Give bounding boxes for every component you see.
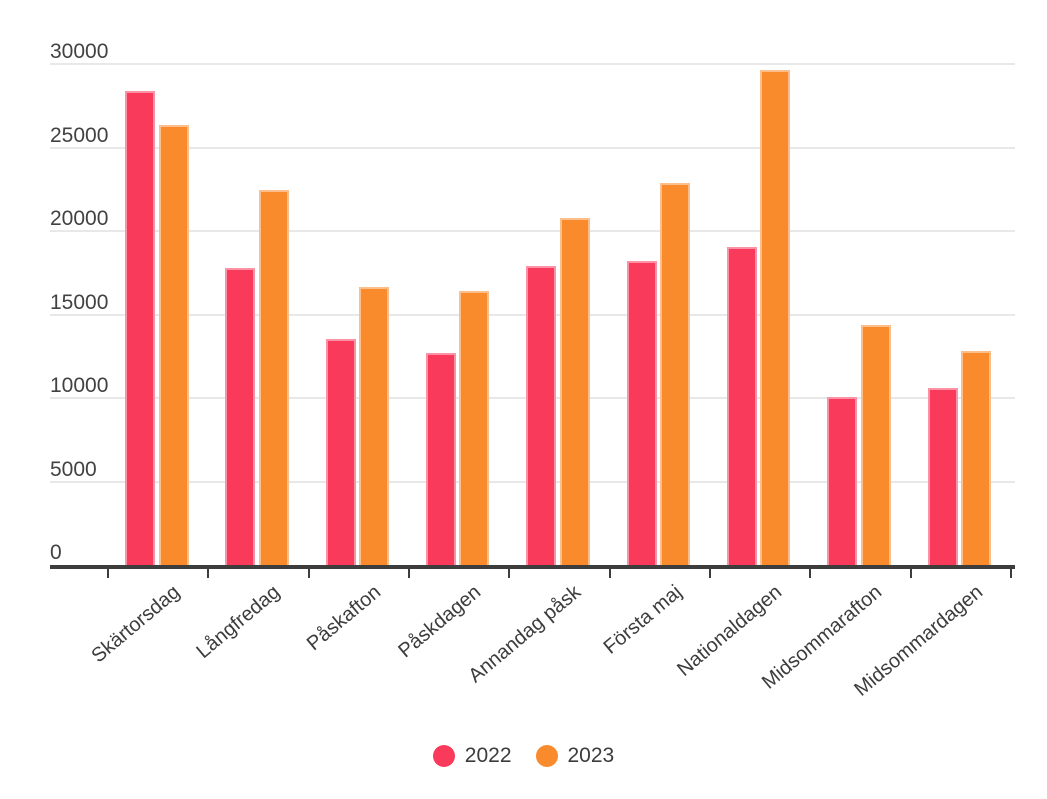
- legend-swatch-2022: [432, 745, 455, 767]
- gridline-20000: [50, 230, 1015, 232]
- x-axis-category-label-annandag-p-sk: Annandag påsk: [464, 581, 586, 688]
- gridline-30000: [50, 63, 1015, 65]
- axis-tick: [308, 568, 310, 578]
- y-axis-tick-label: 5000: [50, 457, 97, 481]
- x-axis-category-label-nationaldagen: Nationaldagen: [673, 581, 787, 681]
- bar-2023-l-ngfredag[interactable]: [259, 190, 289, 565]
- y-axis-tick-label: 10000: [50, 374, 109, 397]
- bar-2023-nationaldagen[interactable]: [760, 70, 790, 565]
- axis-tick: [809, 568, 811, 578]
- legend-swatch-2023: [535, 745, 558, 767]
- x-axis-category-label-sk-rtorsdag: Skärtorsdag: [87, 581, 185, 668]
- y-axis-tick-label: 30000: [50, 40, 109, 63]
- axis-tick: [107, 568, 109, 578]
- axis-tick: [609, 568, 611, 578]
- bar-2023-p-skafton[interactable]: [359, 287, 389, 565]
- y-axis-tick-label: 20000: [50, 207, 109, 230]
- bar-2023-midsommardagen[interactable]: [961, 351, 991, 565]
- bar-2022-midsommarafton[interactable]: [827, 397, 857, 565]
- bar-2022-p-skdagen[interactable]: [426, 353, 456, 565]
- legend-item-2023: 2023: [535, 744, 615, 768]
- bar-2022-midsommardagen[interactable]: [928, 388, 958, 565]
- bar-2022-f-rsta-maj[interactable]: [627, 261, 657, 565]
- bar-2022-l-ngfredag[interactable]: [225, 268, 255, 565]
- bar-2023-annandag-p-sk[interactable]: [560, 218, 590, 565]
- bar-2022-p-skafton[interactable]: [326, 339, 356, 565]
- axis-tick: [408, 568, 410, 578]
- bar-2022-annandag-p-sk[interactable]: [526, 266, 556, 565]
- axis-tick: [910, 568, 912, 578]
- x-axis-category-label-p-skdagen: Påskdagen: [394, 581, 486, 663]
- x-axis-category-label-midsommardagen: Midsommardagen: [850, 581, 988, 701]
- y-axis-tick-label: 25000: [50, 123, 109, 147]
- legend-label-2022: 2022: [464, 744, 512, 767]
- chart-legend: 2022 2023: [0, 744, 1047, 768]
- y-axis-tick-label: 15000: [50, 290, 109, 314]
- x-axis-category-label-p-skafton: Påskafton: [302, 581, 386, 656]
- axis-tick: [207, 568, 209, 578]
- bar-2023-f-rsta-maj[interactable]: [660, 183, 690, 565]
- x-axis-category-label-f-rsta-maj: Första maj: [599, 581, 687, 659]
- x-axis-category-label-midsommarafton: Midsommarafton: [757, 581, 887, 694]
- axis-tick: [1010, 568, 1012, 578]
- y-axis-tick-label: 0: [50, 541, 62, 564]
- bar-2023-sk-rtorsdag[interactable]: [159, 125, 189, 565]
- legend-label-2023: 2023: [567, 744, 615, 767]
- bar-2023-midsommarafton[interactable]: [861, 325, 891, 565]
- bar-2023-p-skdagen[interactable]: [459, 291, 489, 565]
- axis-tick: [709, 568, 711, 578]
- bar-2022-sk-rtorsdag[interactable]: [125, 91, 155, 565]
- gridline-25000: [50, 146, 1015, 149]
- x-axis-category-label-l-ngfredag: Långfredag: [192, 581, 285, 663]
- x-axis-line: [50, 565, 1015, 569]
- axis-tick: [508, 568, 510, 578]
- legend-item-2022: 2022: [432, 744, 512, 768]
- bar-2022-nationaldagen[interactable]: [727, 247, 757, 565]
